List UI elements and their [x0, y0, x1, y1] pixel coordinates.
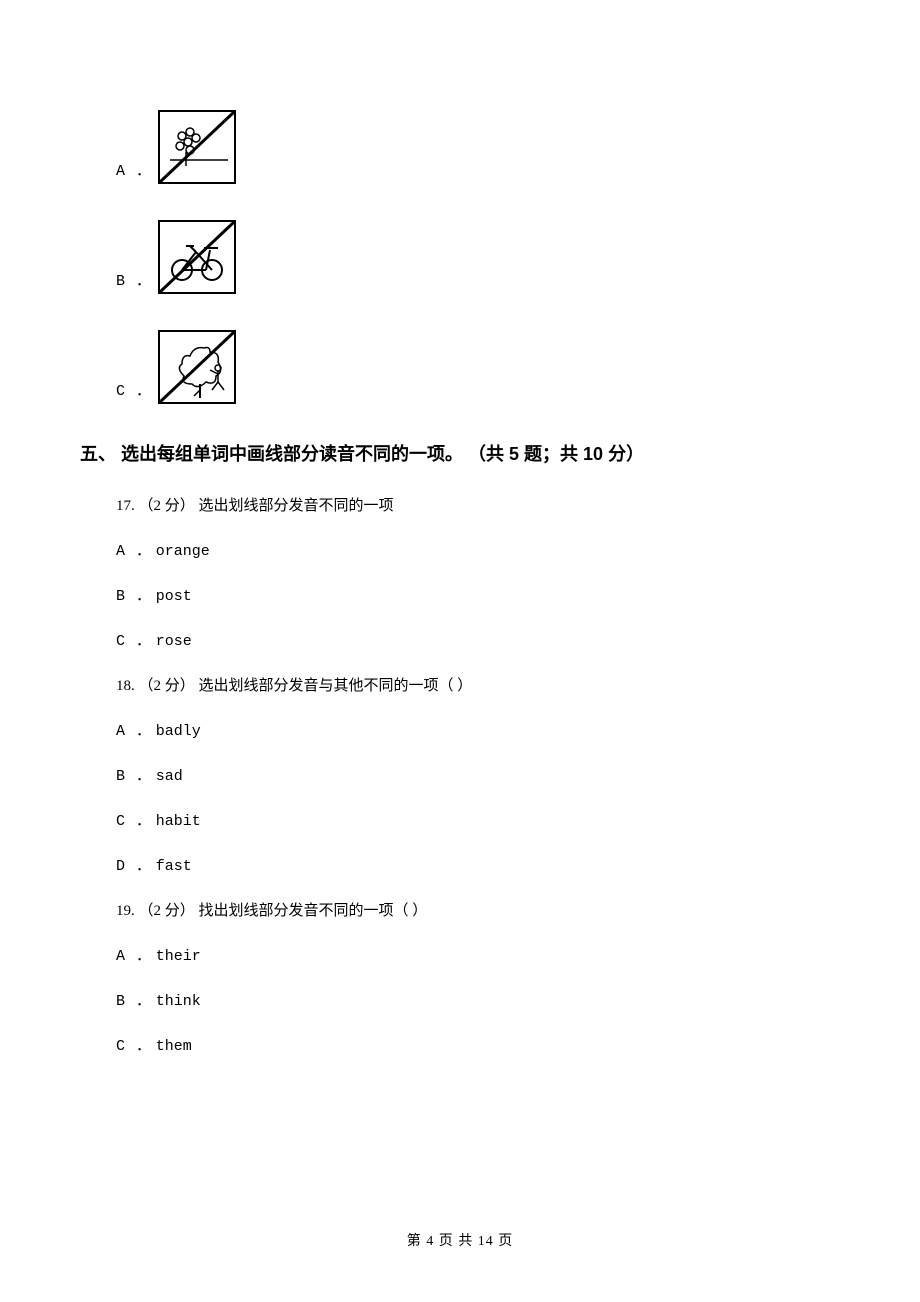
option-letter: D ．: [116, 858, 152, 875]
option-letter-a: A ．: [116, 159, 152, 184]
question-18: 18. （2 分） 选出划线部分发音与其他不同的一项（ ）: [116, 674, 840, 695]
section-number: 五、: [80, 444, 116, 464]
q19-option-b: B ． think: [116, 989, 840, 1010]
option-letter: B ．: [116, 588, 152, 605]
q19-option-c: C ． them: [116, 1034, 840, 1055]
option-letter: C ．: [116, 633, 152, 650]
option-word: rose: [156, 633, 192, 650]
option-word: think: [156, 993, 201, 1010]
page-footer: 第 4 页 共 14 页: [0, 1230, 920, 1250]
question-number: 18.: [116, 678, 135, 694]
section-text: 选出每组单词中画线部分读音不同的一项。: [121, 444, 463, 464]
image-option-a: A ．: [116, 110, 840, 184]
option-word: badly: [156, 723, 201, 740]
footer-text: 第 4 页 共 14 页: [407, 1234, 514, 1249]
question-number: 17.: [116, 498, 135, 514]
q17-option-b: B ． post: [116, 584, 840, 605]
option-row: B ．: [116, 220, 840, 294]
option-word: habit: [156, 813, 201, 830]
q18-option-b: B ． sad: [116, 764, 840, 785]
q18-option-d: D ． fast: [116, 854, 840, 875]
option-word: sad: [156, 768, 183, 785]
option-letter: B ．: [116, 993, 152, 1010]
section-info: （共 5 题；共 10 分）: [468, 444, 644, 464]
q18-option-a: A ． badly: [116, 719, 840, 740]
no-pick-flowers-icon: [158, 110, 236, 184]
option-row: A ．: [116, 110, 840, 184]
question-17: 17. （2 分） 选出划线部分发音不同的一项: [116, 494, 840, 515]
question-text: 选出划线部分发音不同的一项: [199, 498, 394, 514]
option-word: their: [156, 948, 201, 965]
option-letter: A ．: [116, 543, 152, 560]
option-letter: A ．: [116, 948, 152, 965]
option-letter: A ．: [116, 723, 152, 740]
question-points: （2 分）: [139, 903, 195, 919]
option-word: post: [156, 588, 192, 605]
image-option-c: C ．: [116, 330, 840, 404]
q19-option-a: A ． their: [116, 944, 840, 965]
section-5-title: 五、 选出每组单词中画线部分读音不同的一项。 （共 5 题；共 10 分）: [80, 440, 840, 466]
option-letter-b: B ．: [116, 269, 152, 294]
question-points: （2 分）: [139, 498, 195, 514]
no-climb-tree-icon: [158, 330, 236, 404]
option-word: them: [156, 1038, 192, 1055]
question-number: 19.: [116, 903, 135, 919]
q17-option-a: A ． orange: [116, 539, 840, 560]
image-option-b: B ．: [116, 220, 840, 294]
question-19: 19. （2 分） 找出划线部分发音不同的一项（ ）: [116, 899, 840, 920]
option-letter: B ．: [116, 768, 152, 785]
question-text: 选出划线部分发音与其他不同的一项（ ）: [199, 678, 473, 694]
option-letter: C ．: [116, 1038, 152, 1055]
option-word: fast: [156, 858, 192, 875]
question-points: （2 分）: [139, 678, 195, 694]
question-text: 找出划线部分发音不同的一项（ ）: [199, 903, 428, 919]
q18-option-c: C ． habit: [116, 809, 840, 830]
option-letter-c: C ．: [116, 379, 152, 404]
no-cycling-icon: [158, 220, 236, 294]
page-content: A ． B ．: [0, 0, 920, 1055]
q17-option-c: C ． rose: [116, 629, 840, 650]
option-letter: C ．: [116, 813, 152, 830]
option-row: C ．: [116, 330, 840, 404]
option-word: orange: [156, 543, 210, 560]
